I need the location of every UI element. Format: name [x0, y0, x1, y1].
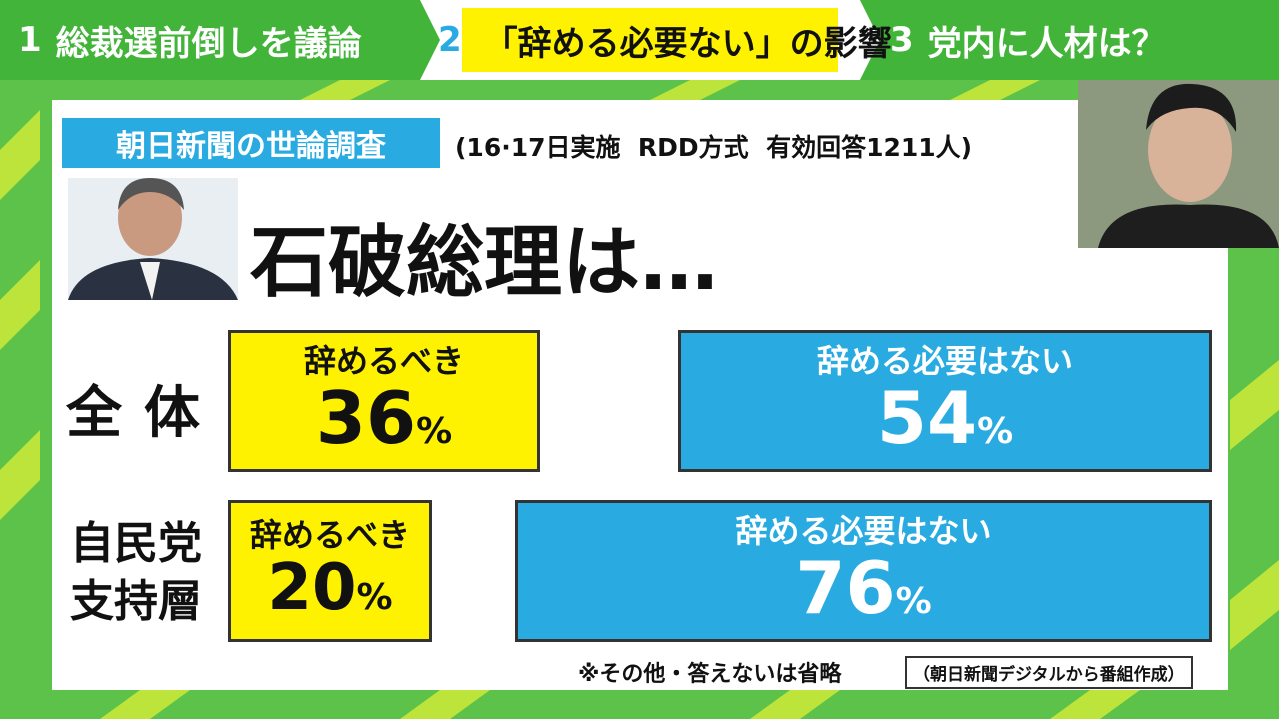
percent-value: 54 [876, 376, 978, 460]
resign-box: 辞めるべき 36% [228, 330, 540, 472]
tab-label: 総裁選前倒しを議論 [55, 23, 362, 64]
tab-label: 党内に人材は？ [927, 23, 1166, 64]
tab[interactable]: 1 総裁選前倒しを議論 [0, 0, 420, 80]
option-label: 辞める必要はない [816, 341, 1073, 380]
tab-number: 1 [18, 20, 42, 60]
option-label: 辞める必要はない [735, 511, 992, 550]
row-label-line: 自民党 [70, 518, 202, 569]
tab-number: 3 [890, 20, 914, 60]
stay-box: 辞める必要はない 54% [678, 330, 1212, 472]
percent-unit: % [895, 581, 932, 622]
row-label: 全体 [66, 381, 222, 446]
resign-box: 辞めるべき 20% [228, 500, 432, 642]
percent: 36% [315, 376, 453, 460]
survey-tag: 朝日新聞の世論調査 [62, 118, 440, 168]
option-label: 辞めるべき [303, 341, 464, 380]
headline: 石破総理は… [250, 218, 719, 308]
tab[interactable]: 2 「辞める必要ない」の影響 [420, 0, 892, 80]
tab[interactable]: 3 党内に人材は？ [860, 0, 1279, 80]
row-label: 自民党 支持層 [70, 515, 202, 631]
tab-number: 2 [438, 20, 462, 60]
stay-box: 辞める必要はない 76% [515, 500, 1212, 642]
percent-value: 76 [795, 546, 896, 630]
percent-value: 36 [315, 376, 417, 460]
percent: 20% [267, 553, 392, 623]
percent: 54% [876, 376, 1014, 460]
percent-unit: % [416, 411, 453, 452]
percent-unit: % [356, 577, 393, 619]
source: （朝日新聞デジタルから番組作成） [905, 656, 1193, 689]
percent: 76% [795, 546, 932, 630]
percent-unit: % [977, 411, 1014, 452]
option-label: 辞めるべき [249, 516, 410, 555]
row-label-line: 支持層 [70, 576, 202, 627]
tab-label: 「辞める必要ない」の影響 [483, 23, 892, 64]
percent-value: 20 [267, 551, 357, 626]
footnote: ※その他・答えないは省略 [578, 662, 842, 687]
survey-note: (16·17日実施 RDD方式 有効回答1211人) [455, 133, 973, 162]
